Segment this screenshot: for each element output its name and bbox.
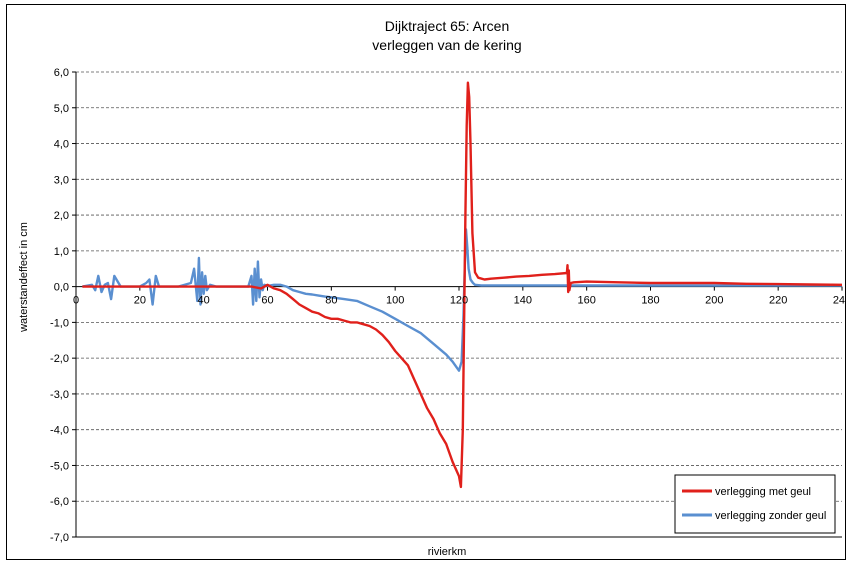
y-tick-label: 5,0 bbox=[54, 103, 69, 115]
x-tick-label: 240 bbox=[833, 295, 845, 307]
y-tick-label: -1,0 bbox=[50, 317, 69, 329]
x-tick-label: 60 bbox=[261, 295, 273, 307]
chart-frame: Dijktraject 65: Arcen verleggen van de k… bbox=[6, 4, 846, 560]
x-tick-label: 120 bbox=[450, 295, 468, 307]
y-tick-label: 4,0 bbox=[54, 139, 69, 151]
y-tick-label: -2,0 bbox=[50, 353, 69, 365]
x-tick-label: 0 bbox=[73, 295, 79, 307]
series-line-met-geul bbox=[82, 81, 843, 489]
tick-labels: 6,0 5,0 4,0 3,0 2,0 1,0 0,0 -1,0 -2,0 -3,0 -4,0 -5,… bbox=[50, 67, 845, 544]
x-tick-label: 220 bbox=[769, 295, 787, 307]
x-tick-label: 160 bbox=[577, 295, 595, 307]
chart-subtitle: verleggen van de kering bbox=[372, 37, 521, 53]
x-tick-label: 40 bbox=[198, 295, 210, 307]
y-axis-title: waterstandeffect in cm bbox=[18, 222, 30, 333]
y-tick-label: 0,0 bbox=[54, 282, 69, 294]
x-tick-label: 20 bbox=[134, 295, 146, 307]
x-axis-title: rivierkm bbox=[428, 546, 467, 558]
line-chart: Dijktraject 65: Arcen verleggen van de k… bbox=[18, 18, 845, 558]
y-tick-label: -4,0 bbox=[50, 425, 69, 437]
y-tick-label: -6,0 bbox=[50, 496, 69, 508]
gridlines bbox=[76, 71, 842, 502]
chart-title: Dijktraject 65: Arcen bbox=[385, 18, 510, 34]
y-tick-label: 2,0 bbox=[54, 210, 69, 222]
x-tick-label: 80 bbox=[325, 295, 337, 307]
legend-label-zonder-geul: verlegging zonder geul bbox=[715, 510, 826, 522]
x-tick-label: 180 bbox=[641, 295, 659, 307]
x-tick-label: 100 bbox=[386, 295, 404, 307]
legend-box bbox=[674, 474, 836, 534]
x-tick-label: 200 bbox=[705, 295, 723, 307]
y-tick-label: 6,0 bbox=[54, 67, 69, 79]
x-tick-label: 140 bbox=[514, 295, 532, 307]
legend: verlegging met geul verlegging zonder ge… bbox=[674, 474, 836, 534]
y-tick-label: -5,0 bbox=[50, 460, 69, 472]
y-tick-label: -7,0 bbox=[50, 532, 69, 544]
y-tick-label: -3,0 bbox=[50, 389, 69, 401]
y-tick-label: 1,0 bbox=[54, 246, 69, 258]
series-lines bbox=[82, 81, 843, 489]
legend-label-met-geul: verlegging met geul bbox=[715, 486, 811, 498]
y-tick-label: 3,0 bbox=[54, 174, 69, 186]
